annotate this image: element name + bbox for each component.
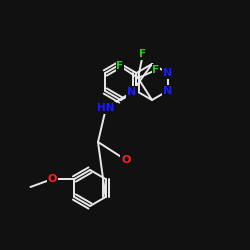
Text: N: N: [163, 86, 172, 96]
Text: N: N: [163, 68, 172, 78]
Text: O: O: [121, 155, 131, 165]
Text: F: F: [116, 61, 123, 71]
Text: O: O: [48, 174, 57, 184]
Text: N: N: [128, 87, 136, 97]
Text: HN: HN: [97, 103, 115, 113]
Text: F: F: [140, 49, 146, 59]
Text: F: F: [152, 65, 160, 75]
